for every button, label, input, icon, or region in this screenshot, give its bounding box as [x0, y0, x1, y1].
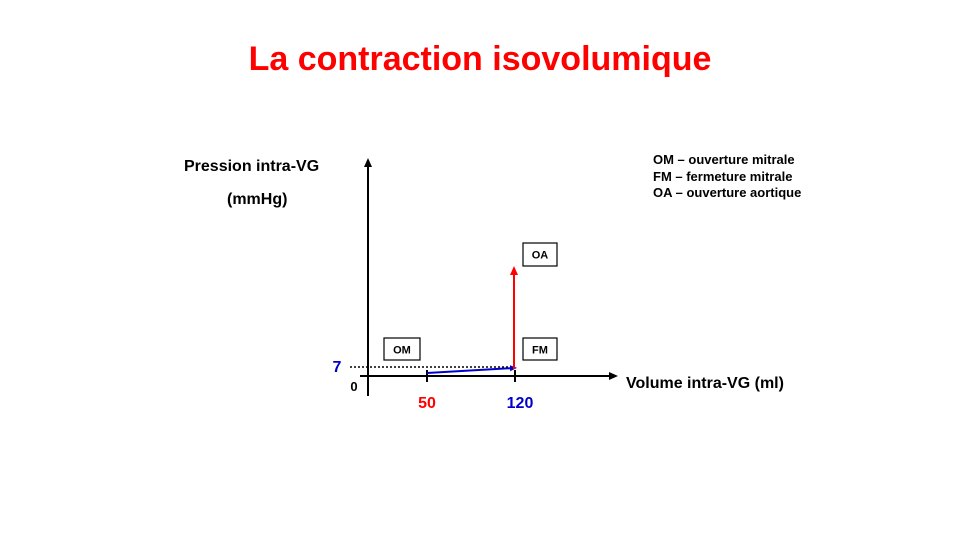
- legend-item-oa: OA – ouverture aortique: [653, 185, 802, 200]
- oa-box: [522, 242, 558, 267]
- slide-title: La contraction isovolumique: [248, 40, 712, 78]
- volume-marker-50: 50: [418, 395, 436, 412]
- volume-marker-120: 120: [507, 395, 534, 412]
- legend: OM – ouverture mitrale FM – fermeture mi…: [653, 152, 801, 202]
- legend-item-om: OM – ouverture mitrale: [653, 152, 795, 167]
- filling-segment: [426, 365, 517, 374]
- y-axis-label-line1: Pression intra-VG: [184, 158, 320, 175]
- legend-item-fm: FM – fermeture mitrale: [653, 168, 793, 184]
- y-axis-label-line2: (mmHg): [227, 191, 288, 208]
- x-axis-label: Volume intra-VG (ml): [626, 375, 784, 392]
- origin-label: 0: [350, 379, 357, 394]
- pressure-marker-label: 7: [333, 359, 342, 376]
- fm-box: [522, 337, 558, 361]
- om-box-label: OM: [393, 345, 411, 357]
- fm-box-label: FM: [532, 345, 548, 357]
- om-box: [383, 337, 421, 361]
- oa-box-label: OA: [532, 250, 549, 262]
